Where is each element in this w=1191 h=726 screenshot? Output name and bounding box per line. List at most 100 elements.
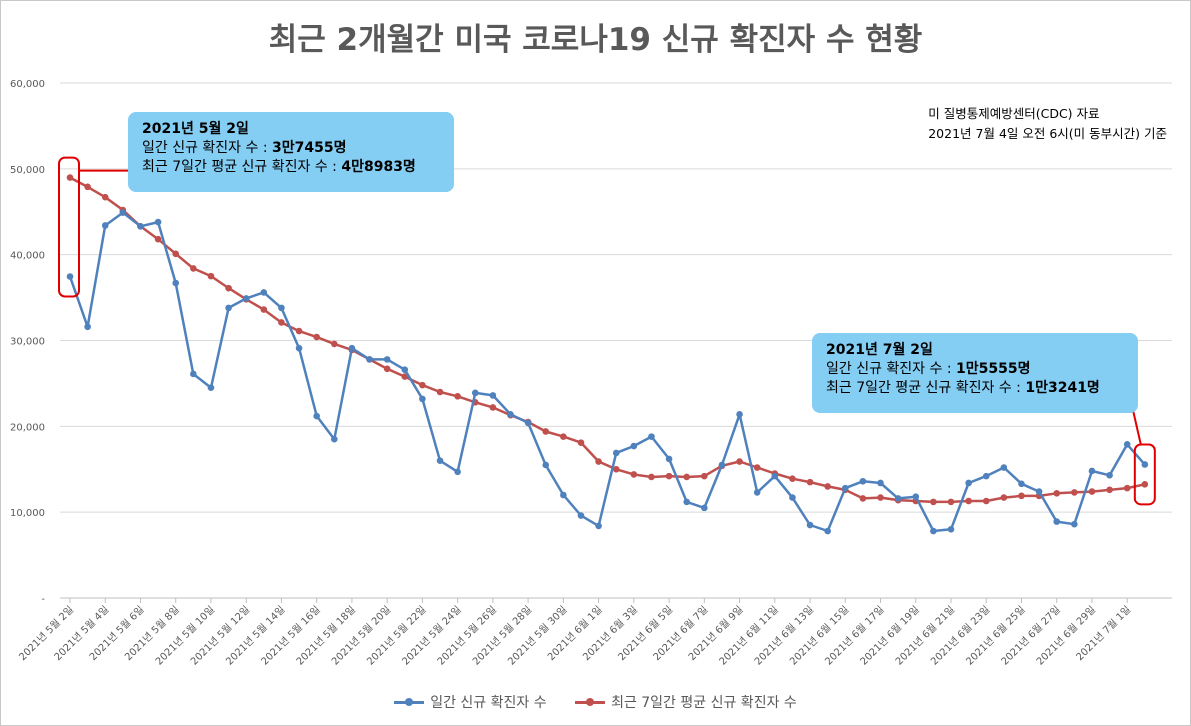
series-daily-point	[260, 289, 268, 296]
series-average-point	[1088, 488, 1096, 495]
series-daily-point	[331, 435, 338, 443]
series-daily-point	[119, 209, 127, 216]
series-average-point	[295, 327, 303, 335]
series-daily-point	[278, 304, 285, 312]
series-average-point	[1106, 486, 1113, 494]
series-daily-point	[630, 442, 638, 450]
x-tick-label: 2021년 6월 21일	[893, 604, 957, 668]
series-daily-point	[947, 526, 955, 533]
legend-swatch-average	[575, 697, 606, 707]
series-daily-point	[736, 411, 743, 418]
y-tick-label: 40,000	[10, 251, 45, 262]
series-daily-point	[1000, 464, 1008, 471]
y-tick-label: 20,000	[10, 422, 45, 433]
y-tick-label: 60,000	[10, 79, 45, 90]
series-average-point	[190, 265, 197, 272]
series-daily-point	[489, 392, 497, 399]
chart-title: 최근 2개월간 미국 코로나19 신규 확진자 수 현황	[268, 22, 923, 58]
series-daily-point	[137, 223, 144, 230]
series-daily-point	[207, 384, 215, 392]
callout-date: 2021년 7월 2일	[826, 342, 933, 358]
series-daily-point	[595, 522, 602, 530]
x-tick-label: 2021년 6월 27일	[999, 604, 1063, 668]
series-daily-point	[648, 433, 655, 440]
series-daily-point	[542, 461, 550, 469]
series-average-point	[982, 497, 990, 505]
legend-item-average: 최근 7일간 평균 신규 확진자 수	[575, 692, 797, 712]
series-daily-point	[1123, 441, 1131, 448]
series-average-point	[419, 381, 426, 389]
legend-label-average: 최근 7일간 평균 신규 확진자 수	[611, 695, 797, 711]
series-daily-point	[383, 356, 391, 363]
series-average-point	[595, 458, 602, 465]
legend-label-daily: 일간 신규 확진자 수	[430, 695, 547, 711]
series-average-point	[207, 272, 215, 280]
series-daily-point	[771, 472, 779, 480]
y-tick-label: 50,000	[10, 165, 45, 176]
series-daily-point	[419, 395, 426, 403]
series-daily-point	[366, 356, 373, 363]
callout-line-daily: 일간 신규 확진자 수 : 1만5555명	[826, 361, 1031, 377]
series-daily-point	[242, 295, 250, 302]
series-average-point	[753, 464, 761, 471]
series-average-point	[612, 465, 620, 473]
series-layer	[66, 174, 1149, 535]
y-tick-label: -	[41, 594, 45, 605]
series-daily	[66, 209, 1149, 535]
series-average-point	[806, 478, 814, 486]
series-daily-point	[683, 498, 690, 506]
x-tick-label: 2021년 5월 12일	[188, 604, 252, 668]
series-daily-point	[1088, 467, 1096, 475]
series-average-point	[1053, 489, 1061, 497]
series-daily-point	[84, 323, 91, 331]
series-daily-point	[401, 366, 409, 373]
chart-legend: 일간 신규 확진자 수 최근 7일간 평균 신규 확진자 수	[0, 692, 1191, 712]
series-average-point	[454, 392, 461, 400]
series-daily-point	[930, 527, 937, 535]
series-average-point	[1018, 492, 1025, 500]
series-daily-point	[841, 484, 849, 492]
series-daily-point	[1106, 471, 1113, 479]
series-daily-point	[1141, 461, 1149, 468]
series-daily-point	[225, 304, 232, 312]
series-average-point	[1141, 481, 1149, 488]
x-tick-label: 2021년 5월 28일	[470, 604, 534, 668]
series-average-point	[401, 373, 409, 380]
x-tick-label: 2021년 5월 10일	[153, 604, 217, 668]
series-average-point	[101, 193, 109, 201]
x-tick-label: 2021년 5월 18일	[294, 604, 358, 668]
series-average-point	[154, 235, 162, 243]
series-daily-point	[665, 455, 673, 463]
series-daily-point	[701, 504, 708, 512]
series-average-point	[66, 174, 74, 181]
callout-date: 2021년 5월 2일	[142, 121, 249, 137]
series-daily-point	[789, 494, 796, 501]
series-average-point	[877, 494, 884, 501]
series-average-point	[313, 333, 320, 341]
series-average-point	[947, 498, 955, 506]
x-tick-label: 2021년 6월 15일	[787, 604, 851, 668]
series-average-point	[383, 365, 391, 373]
legend-item-daily: 일간 신규 확진자 수	[394, 692, 547, 712]
y-tick-label: 10,000	[10, 508, 45, 519]
source-line: 2021년 7월 4일 오전 6시(미 동부시간) 기준	[928, 126, 1167, 141]
series-daily-point	[295, 344, 303, 352]
series-daily-point	[454, 468, 461, 476]
series-daily-point	[524, 419, 532, 427]
series-daily-point	[753, 489, 761, 496]
series-average-point	[225, 284, 232, 292]
series-average-point	[172, 250, 180, 258]
series-daily-point	[894, 495, 902, 502]
series-daily-point	[66, 273, 74, 280]
callout-line-average: 최근 7일간 평균 신규 확진자 수 : 1만3241명	[826, 380, 1100, 396]
source-note: 미 질병통제예방센터(CDC) 자료 2021년 7월 4일 오전 6시(미 동…	[928, 104, 1167, 144]
source-line: 미 질병통제예방센터(CDC) 자료	[928, 106, 1100, 121]
x-tick-label: 2021년 6월 19일	[858, 604, 922, 668]
x-tick-label: 2021년 5월 16일	[259, 604, 323, 668]
series-daily-point	[965, 479, 972, 487]
series-daily-point	[612, 449, 620, 457]
x-tick-label: 2021년 5월 20일	[329, 604, 393, 668]
series-average-point	[560, 433, 567, 440]
series-daily-point	[560, 491, 567, 499]
